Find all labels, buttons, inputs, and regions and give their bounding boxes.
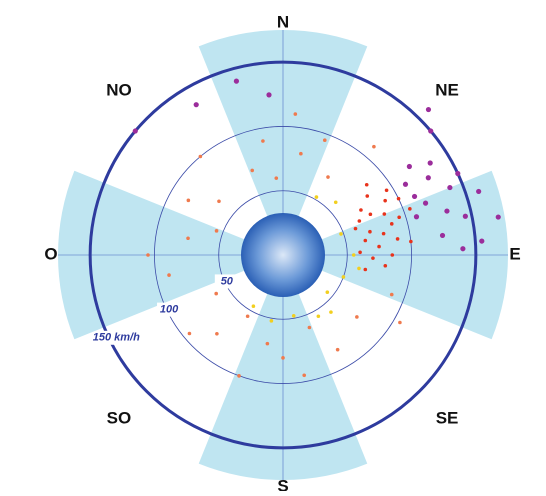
ring-label: 100 xyxy=(160,304,179,316)
data-point xyxy=(479,238,484,243)
data-point xyxy=(261,139,265,143)
data-point xyxy=(397,215,401,219)
data-point xyxy=(357,267,361,271)
data-point xyxy=(463,214,468,219)
data-point xyxy=(444,208,449,213)
data-point xyxy=(423,201,428,206)
data-point xyxy=(329,310,333,314)
data-point xyxy=(187,199,191,203)
data-point xyxy=(186,236,190,240)
data-point xyxy=(355,315,359,319)
data-point xyxy=(383,212,387,216)
direction-label: E xyxy=(509,244,520,263)
data-point xyxy=(215,332,219,336)
data-point xyxy=(426,175,431,180)
data-point xyxy=(385,188,389,192)
data-point xyxy=(409,240,413,244)
direction-label: O xyxy=(44,244,57,263)
data-point xyxy=(428,128,433,133)
data-point xyxy=(390,253,394,257)
direction-label: S xyxy=(277,476,288,491)
data-point xyxy=(460,246,465,251)
data-point xyxy=(455,171,460,176)
data-point xyxy=(359,208,363,212)
data-point xyxy=(315,195,319,199)
data-point xyxy=(407,164,412,169)
data-point xyxy=(368,230,372,234)
data-point xyxy=(266,92,271,97)
data-point xyxy=(188,332,192,336)
data-point xyxy=(252,304,256,308)
data-point xyxy=(342,275,346,279)
data-point xyxy=(412,194,417,199)
data-point xyxy=(447,185,452,190)
data-point xyxy=(199,155,203,159)
data-point xyxy=(334,200,338,204)
data-point xyxy=(426,107,431,112)
data-point xyxy=(358,219,362,223)
data-point xyxy=(214,292,218,296)
data-point xyxy=(371,256,375,260)
direction-label: NE xyxy=(435,80,459,99)
data-point xyxy=(414,214,419,219)
data-point xyxy=(281,356,285,360)
data-point xyxy=(133,128,138,133)
data-point xyxy=(377,245,381,249)
direction-label: SO xyxy=(107,409,132,428)
data-point xyxy=(369,212,373,216)
data-point xyxy=(266,342,270,346)
direction-label: N xyxy=(277,12,289,31)
data-point xyxy=(383,264,387,268)
ring-label: 150 km/h xyxy=(93,332,140,344)
data-point xyxy=(234,79,239,84)
data-point xyxy=(398,321,402,325)
data-point xyxy=(294,112,298,116)
data-point xyxy=(146,253,150,257)
data-point xyxy=(428,160,433,165)
data-point xyxy=(396,237,400,241)
globe xyxy=(241,213,325,297)
ring-label: 50 xyxy=(221,275,234,287)
direction-label: NO xyxy=(106,80,132,99)
data-point xyxy=(215,229,219,233)
data-point xyxy=(403,182,408,187)
data-point xyxy=(274,176,278,180)
data-point xyxy=(167,273,171,277)
data-point xyxy=(326,290,330,294)
data-point xyxy=(292,314,296,318)
data-point xyxy=(390,222,394,226)
data-point xyxy=(364,239,368,243)
data-point xyxy=(308,326,312,330)
data-point xyxy=(364,268,368,272)
data-point xyxy=(237,374,241,378)
data-point xyxy=(339,232,343,236)
data-point xyxy=(408,207,412,211)
data-point xyxy=(323,138,327,142)
data-point xyxy=(299,152,303,156)
data-point xyxy=(217,199,221,203)
data-point xyxy=(336,348,340,352)
data-point xyxy=(390,293,394,297)
data-point xyxy=(358,251,362,255)
data-point xyxy=(383,199,387,203)
data-point xyxy=(352,253,356,257)
data-point xyxy=(496,214,501,219)
data-point xyxy=(365,183,369,187)
data-point xyxy=(250,169,254,173)
data-point xyxy=(302,373,306,377)
direction-label: SE xyxy=(436,409,459,428)
data-point xyxy=(317,314,321,318)
data-point xyxy=(397,197,401,201)
data-point xyxy=(476,189,481,194)
data-point xyxy=(440,233,445,238)
data-point xyxy=(270,319,274,323)
chart: 50 100 150 km/h N NE E SE S SO O NO xyxy=(0,0,546,491)
data-point xyxy=(354,227,358,231)
data-point xyxy=(326,175,330,179)
data-point xyxy=(365,194,369,198)
data-point xyxy=(372,145,376,149)
data-point xyxy=(246,314,250,318)
data-point xyxy=(382,232,386,236)
data-point xyxy=(194,102,199,107)
